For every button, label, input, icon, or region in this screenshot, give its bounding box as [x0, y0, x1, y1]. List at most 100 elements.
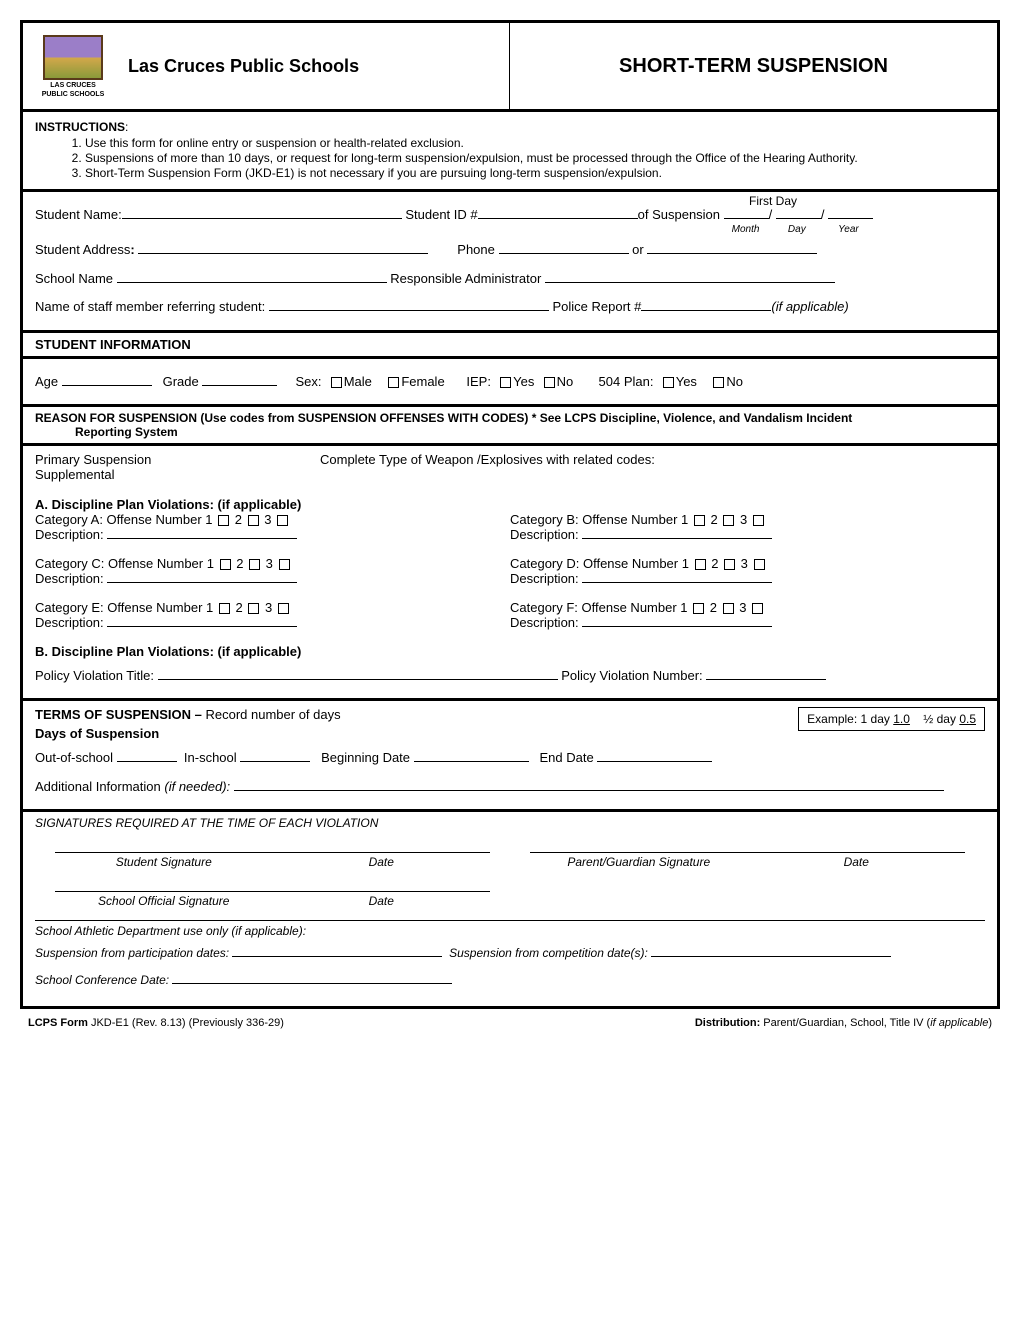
end-date-input[interactable]: [597, 761, 712, 762]
iep-yes-label: Yes: [513, 374, 534, 389]
address-label: Student Address: [35, 242, 130, 257]
cat-e-2[interactable]: [248, 603, 259, 614]
footer-right-1: Distribution:: [695, 1017, 760, 1029]
cat-a-1[interactable]: [218, 515, 229, 526]
sig-student-line[interactable]: Student Signature Date: [55, 852, 490, 869]
cat-row-2: Category C: Offense Number 1 2 3 Descrip…: [35, 556, 985, 600]
age-input[interactable]: [62, 385, 152, 386]
additional-input[interactable]: [234, 790, 944, 791]
if-needed-label: (if needed):: [164, 779, 230, 794]
sig-empty-col: [510, 891, 985, 908]
terms-header: TERMS OF SUSPENSION –: [35, 707, 202, 722]
plan504-no-checkbox[interactable]: [713, 377, 724, 388]
cat-b-desc-label: Description:: [510, 527, 579, 542]
cat-a-desc-label: Description:: [35, 527, 104, 542]
competition-label: Suspension from competition date(s):: [449, 946, 648, 960]
cat-f-3[interactable]: [752, 603, 763, 614]
student-name-label: Student Name:: [35, 207, 122, 222]
cat-b-2[interactable]: [723, 515, 734, 526]
begin-date-input[interactable]: [414, 761, 529, 762]
cat-d-desc-input[interactable]: [582, 582, 772, 583]
plan504-yes-checkbox[interactable]: [663, 377, 674, 388]
cat-e-1[interactable]: [219, 603, 230, 614]
sig-official-line[interactable]: School Official Signature Date: [55, 891, 490, 908]
phone-input-1[interactable]: [499, 253, 629, 254]
line-4: Name of staff member referring student: …: [35, 295, 985, 318]
footer-left-2: JKD-E1 (Rev. 8.13) (Previously 336-29): [88, 1017, 284, 1029]
cat-d-2[interactable]: [724, 559, 735, 570]
instruction-1: Use this form for online entry or suspen…: [85, 136, 985, 150]
phone-input-2[interactable]: [647, 253, 817, 254]
student-name-input[interactable]: [122, 218, 402, 219]
student-id-input[interactable]: [478, 218, 638, 219]
day-input[interactable]: [776, 218, 821, 219]
section-b-label: B. Discipline Plan Violations: (if appli…: [35, 644, 985, 659]
iep-label: IEP:: [466, 374, 491, 389]
male-checkbox[interactable]: [331, 377, 342, 388]
cat-f: Category F: Offense Number 1 2 3 Descrip…: [510, 600, 985, 630]
phone-label: Phone: [457, 242, 495, 257]
grade-input[interactable]: [202, 385, 277, 386]
policy-title-label: Policy Violation Title:: [35, 668, 154, 683]
student-info-line: Age Grade Sex: Male Female IEP: Yes No 5…: [35, 370, 985, 393]
cat-e-desc-input[interactable]: [107, 626, 297, 627]
or-label: or: [632, 242, 644, 257]
conference-input[interactable]: [172, 983, 452, 984]
competition-input[interactable]: [651, 956, 891, 957]
cat-c-1[interactable]: [220, 559, 231, 570]
cat-d-label: Category D: Offense Number 1: [510, 556, 689, 571]
policy-number-input[interactable]: [706, 679, 826, 680]
cat-a-desc-input[interactable]: [107, 538, 297, 539]
primary-label: Primary Suspension: [35, 452, 320, 467]
cat-b-3[interactable]: [753, 515, 764, 526]
cat-b-desc-input[interactable]: [582, 538, 772, 539]
cat-f-2[interactable]: [723, 603, 734, 614]
in-school-input[interactable]: [240, 761, 310, 762]
if-applicable: (if applicable): [771, 299, 848, 314]
cat-a-3[interactable]: [277, 515, 288, 526]
line-3: School Name Responsible Administrator: [35, 267, 985, 290]
footer-right-2: Parent/Guardian, School, Title IV (: [760, 1017, 930, 1029]
cat-c-3[interactable]: [279, 559, 290, 570]
cat-f-1[interactable]: [693, 603, 704, 614]
year-input[interactable]: [828, 218, 873, 219]
school-name-input[interactable]: [117, 282, 387, 283]
cat-c-desc-input[interactable]: [107, 582, 297, 583]
iep-yes-checkbox[interactable]: [500, 377, 511, 388]
conference-line: School Conference Date:: [35, 970, 985, 992]
out-school-input[interactable]: [117, 761, 177, 762]
month-label: Month: [732, 221, 760, 239]
police-input[interactable]: [641, 310, 771, 311]
signatures-section: SIGNATURES REQUIRED AT THE TIME OF EACH …: [23, 809, 997, 1006]
iep-no-checkbox[interactable]: [544, 377, 555, 388]
cat-d-3[interactable]: [754, 559, 765, 570]
cat-a-2[interactable]: [248, 515, 259, 526]
in-school-label: In-school: [184, 750, 237, 765]
reason-header-indent: Reporting System: [75, 425, 985, 439]
staff-input[interactable]: [269, 310, 549, 311]
policy-line: Policy Violation Title: Policy Violation…: [35, 664, 985, 687]
logo-text-1: LAS CRUCES: [50, 82, 96, 89]
cat-d-1[interactable]: [695, 559, 706, 570]
participation-input[interactable]: [232, 956, 442, 957]
cat-c-2[interactable]: [249, 559, 260, 570]
example-box: Example: 1 day 1.0 ½ day 0.5: [798, 707, 985, 731]
logo-text-2: PUBLIC SCHOOLS: [42, 91, 105, 98]
month-input[interactable]: [724, 218, 769, 219]
footer-right-4: ): [988, 1017, 992, 1029]
example-val1: 1.0: [893, 712, 910, 726]
female-checkbox[interactable]: [388, 377, 399, 388]
policy-title-input[interactable]: [158, 679, 558, 680]
logo-icon: [43, 35, 103, 80]
header-left: LAS CRUCES PUBLIC SCHOOLS Las Cruces Pub…: [23, 23, 510, 109]
age-label: Age: [35, 374, 58, 389]
address-input[interactable]: [138, 253, 428, 254]
admin-input[interactable]: [545, 282, 835, 283]
cat-e-3[interactable]: [278, 603, 289, 614]
cat-f-desc-input[interactable]: [582, 626, 772, 627]
sig-student-label: Student Signature: [55, 855, 273, 869]
form-page: LAS CRUCES PUBLIC SCHOOLS Las Cruces Pub…: [20, 20, 1000, 1009]
cat-b-1[interactable]: [694, 515, 705, 526]
reason-header-text: REASON FOR SUSPENSION (Use codes from SU…: [35, 411, 852, 425]
sig-parent-line[interactable]: Parent/Guardian Signature Date: [530, 852, 965, 869]
